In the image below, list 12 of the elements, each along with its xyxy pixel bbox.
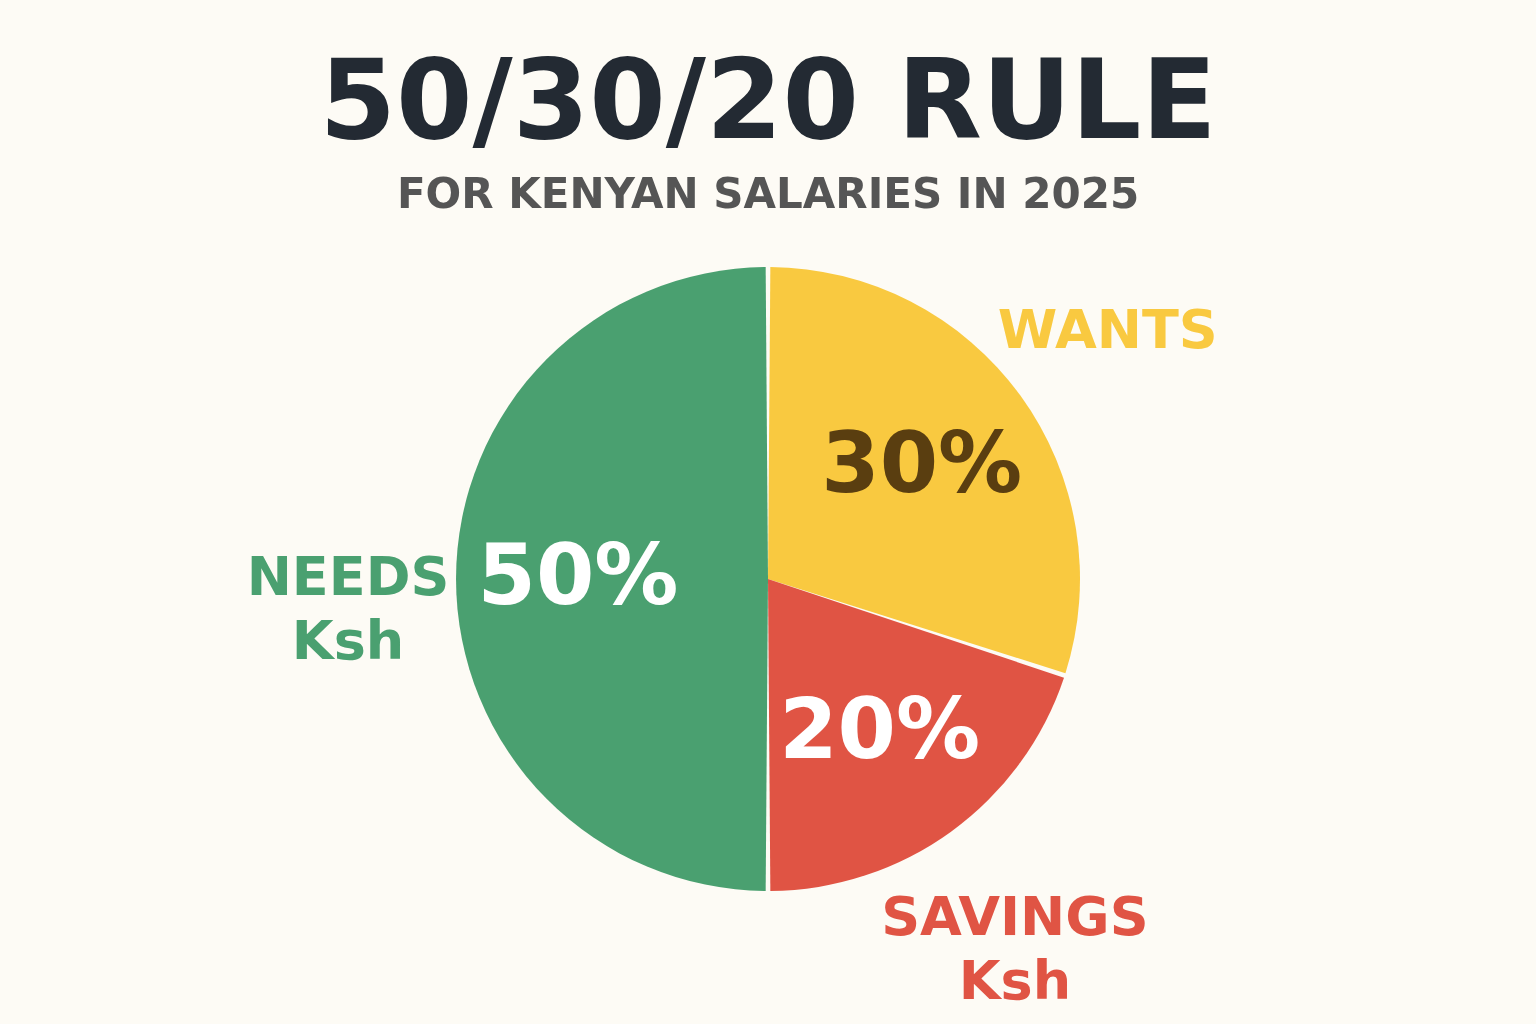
slice-label: NEEDS [246,545,450,608]
pie-slice [768,579,1064,891]
slice-label: SAVINGS [881,884,1149,948]
data-label: 30% [821,414,1023,513]
data-label: 50% [477,526,679,624]
slice-label: WANTS [997,298,1218,362]
data-label: 20% [779,679,981,778]
text: Ksh [291,609,405,672]
chart-title: 50/30/20 RULE [319,36,1217,164]
chart-subtitle: FOR KENYAN SALARIES IN 2025 [396,169,1140,218]
text: Ksh [958,948,1072,1012]
pie-slice [456,267,768,891]
